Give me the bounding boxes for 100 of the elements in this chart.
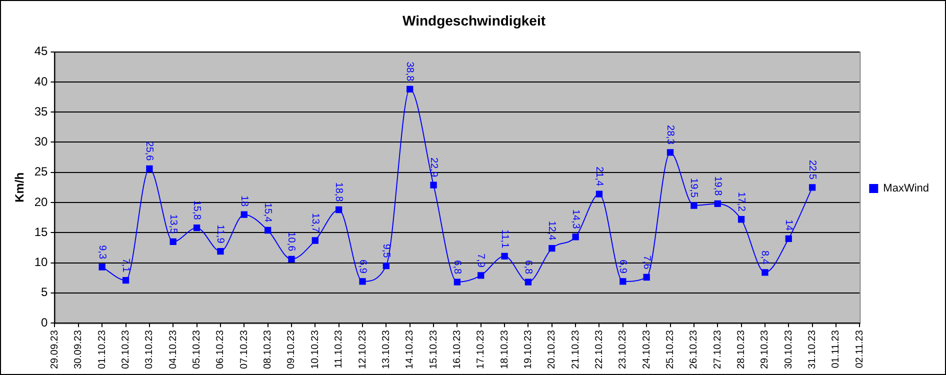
- data-label: 21,4: [593, 166, 604, 186]
- x-tick-label: 01.11.23: [830, 330, 842, 368]
- data-label: 25,6: [144, 141, 155, 162]
- data-label: 9,3: [96, 245, 108, 260]
- point: [620, 278, 626, 285]
- data-label: 6,8: [522, 260, 534, 275]
- point: [430, 182, 437, 188]
- x-tick-label: 14.10.23: [404, 330, 416, 370]
- x-tick-label: 23.10.23: [618, 330, 629, 370]
- y-tick-label: 10: [34, 255, 48, 270]
- data-label: 7,9: [475, 254, 486, 268]
- x-tick-label: 28.10.23: [736, 330, 748, 370]
- data-label: 9,5: [380, 244, 392, 258]
- x-tick-label: 02.10.23: [120, 330, 132, 370]
- x-tick-label: 04.10.23: [168, 330, 179, 370]
- data-label: 17,2: [736, 192, 747, 212]
- x-tick-label: 31.10.23: [807, 330, 818, 370]
- point: [738, 216, 745, 223]
- y-tick-label: 30: [34, 134, 48, 149]
- data-label: 19,5: [688, 178, 700, 198]
- data-label: 28,3: [664, 125, 676, 145]
- y-tick-label: 15: [34, 224, 48, 239]
- data-label: 6,9: [356, 260, 368, 274]
- x-tick-label: 01.10.23: [96, 330, 108, 370]
- x-tick-label: 13.10.23: [380, 330, 392, 370]
- point: [454, 278, 461, 286]
- y-tick-label: 5: [41, 285, 48, 300]
- data-label: 14,3: [570, 209, 581, 230]
- x-tick-label: 11.10.23: [334, 330, 345, 368]
- x-tick-label: 06.10.23: [215, 330, 226, 370]
- point: [808, 184, 816, 191]
- data-label: 10,6: [286, 232, 297, 252]
- x-tick-label: 07.10.23: [238, 330, 250, 370]
- x-tick-label: 09.10.23: [286, 330, 298, 370]
- point: [312, 237, 318, 244]
- data-label: 15,8: [191, 200, 202, 220]
- point: [336, 206, 342, 214]
- y-tick-label: 25: [34, 164, 48, 179]
- data-label: 22,5: [806, 160, 818, 180]
- point: [714, 200, 721, 208]
- x-tick-label: 19.10.23: [522, 330, 534, 370]
- point: [217, 248, 224, 255]
- point: [264, 226, 272, 234]
- data-label: 15,4: [262, 202, 274, 223]
- point: [478, 272, 484, 279]
- point: [193, 224, 200, 232]
- point: [240, 211, 248, 218]
- legend-label: MaxWind: [883, 182, 929, 195]
- x-tick-label: 29.09.23: [50, 330, 60, 370]
- data-label: 7,1: [120, 258, 132, 273]
- x-tick-label: 30.10.23: [783, 330, 794, 370]
- x-tick-label: 27.10.23: [712, 330, 724, 370]
- point: [762, 269, 768, 276]
- point: [666, 149, 674, 156]
- x-tick-label: 02.11.23: [854, 330, 866, 368]
- x-tick-label: 03.10.23: [144, 330, 156, 370]
- point: [288, 256, 295, 263]
- y-tick-label: 20: [34, 194, 48, 209]
- data-label: 6,9: [617, 260, 628, 274]
- y-axis-title: Km/h: [12, 172, 27, 202]
- data-label: 13,5: [167, 214, 178, 234]
- x-tick-label: 21.10.23: [570, 330, 582, 370]
- x-tick-label: 08.10.23: [262, 330, 274, 370]
- data-label: 14: [782, 220, 794, 232]
- x-tick-label: 16.10.23: [452, 330, 463, 370]
- data-label: 11,1: [498, 229, 510, 249]
- point: [501, 252, 508, 260]
- point: [548, 244, 556, 252]
- data-label: 22,9: [428, 158, 439, 178]
- point: [98, 264, 106, 270]
- x-tick-label: 20.10.23: [546, 330, 558, 370]
- x-tick-label: 15.10.23: [428, 330, 440, 370]
- point: [170, 238, 176, 246]
- x-tick-label: 25.10.23: [665, 330, 676, 370]
- point: [572, 234, 579, 240]
- y-tick-label: 40: [34, 74, 48, 88]
- data-label: 18,8: [333, 182, 344, 202]
- chart-title: Windgeschwindigkeit: [402, 12, 546, 28]
- x-tick-label: 05.10.23: [192, 330, 203, 370]
- point: [406, 86, 414, 93]
- data-label: 19,8: [712, 176, 723, 196]
- y-tick-label: 45: [34, 44, 48, 58]
- point: [146, 165, 153, 172]
- data-label: 12,4: [546, 220, 558, 241]
- point: [382, 262, 390, 270]
- point: [690, 202, 698, 209]
- x-tick-label: 30.09.23: [73, 330, 84, 370]
- data-label: 11,9: [214, 224, 226, 244]
- y-tick-label: 35: [34, 104, 48, 118]
- data-label: 18: [238, 195, 250, 207]
- point: [359, 278, 366, 285]
- x-tick-label: 29.10.23: [760, 330, 771, 370]
- data-label: 8,4: [759, 250, 770, 265]
- point: [643, 274, 650, 281]
- x-tick-label: 24.10.23: [641, 330, 652, 370]
- x-tick-label: 26.10.23: [688, 330, 700, 370]
- point: [122, 276, 130, 284]
- data-label: 38,8: [404, 62, 416, 82]
- point: [524, 278, 532, 286]
- x-tick-label: 12.10.23: [357, 330, 368, 370]
